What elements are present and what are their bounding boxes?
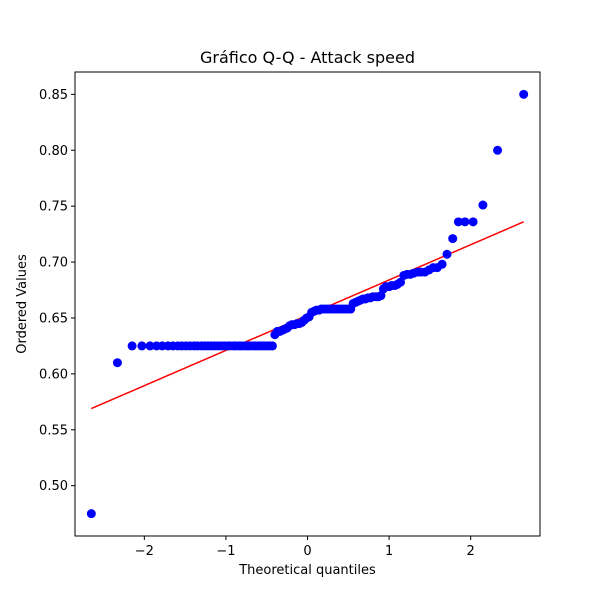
data-point <box>137 341 147 351</box>
data-point <box>112 358 122 368</box>
y-axis-ticks: 0.50 0.55 0.60 0.65 0.70 0.75 0.80 0.85 <box>39 88 75 494</box>
data-point <box>460 217 470 227</box>
data-point <box>478 200 488 210</box>
y-tick-label: 0.55 <box>39 423 68 438</box>
y-tick-label: 0.85 <box>39 88 68 103</box>
y-tick-label: 0.75 <box>39 200 68 215</box>
y-tick-label: 0.65 <box>39 311 68 326</box>
data-point <box>127 341 137 351</box>
data-point <box>442 249 452 259</box>
data-point <box>86 509 96 519</box>
x-tick-label: 2 <box>467 544 475 559</box>
x-axis-ticks: −2 −1 0 1 2 <box>135 536 475 559</box>
x-axis-label: Theoretical quantiles <box>238 563 376 578</box>
y-tick-label: 0.60 <box>39 367 68 382</box>
data-point <box>468 217 478 227</box>
data-point <box>267 341 277 351</box>
x-tick-label: −2 <box>135 544 154 559</box>
y-axis-label: Ordered Values <box>15 254 30 354</box>
y-tick-label: 0.50 <box>39 479 68 494</box>
y-tick-label: 0.70 <box>39 256 68 271</box>
y-tick-label: 0.80 <box>39 144 68 159</box>
x-tick-label: 0 <box>303 544 311 559</box>
data-point <box>453 217 463 227</box>
x-tick-label: 1 <box>385 544 393 559</box>
data-point <box>437 259 447 269</box>
data-point <box>493 145 503 155</box>
data-points <box>86 89 529 519</box>
chart-title: Gráfico Q-Q - Attack speed <box>200 48 415 67</box>
data-point <box>396 277 405 287</box>
data-point <box>519 89 529 99</box>
data-point <box>448 234 458 244</box>
data-point <box>145 341 155 351</box>
x-tick-label: −1 <box>216 544 235 559</box>
